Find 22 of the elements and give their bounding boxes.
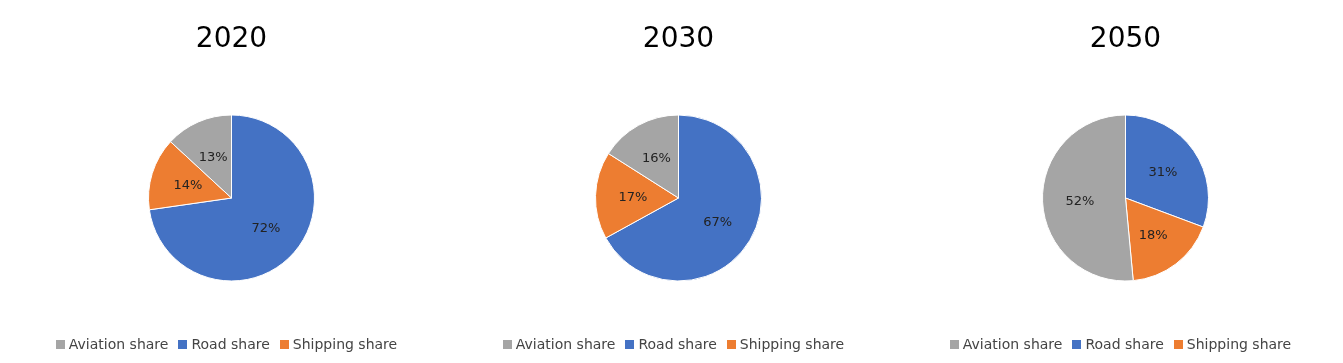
legend-label: Road share [1085, 336, 1164, 352]
data-label: 17% [618, 189, 648, 205]
data-label: 31% [1148, 164, 1178, 180]
legend-label: Shipping share [739, 336, 845, 352]
legend-label: Road share [191, 336, 270, 352]
data-label: 18% [1138, 226, 1168, 242]
legend-label: Aviation share [515, 336, 616, 352]
data-label: 16% [642, 150, 671, 166]
legend-label: Shipping share [292, 336, 398, 352]
legend-label: Aviation share [962, 336, 1063, 352]
chart-title: 2030 [641, 20, 716, 56]
legend-label: Road share [638, 336, 717, 352]
legend-label: Shipping share [1186, 336, 1292, 352]
chart-title: 2020 [194, 20, 269, 56]
pie-slice [148, 114, 315, 282]
chart-title: 2050 [1088, 20, 1163, 56]
legend-label: Aviation share [68, 336, 169, 352]
data-label: 67% [703, 213, 733, 229]
data-label: 14% [173, 176, 203, 192]
data-label: 52% [1065, 192, 1095, 208]
data-label: 13% [198, 148, 228, 164]
data-label: 72% [251, 220, 281, 236]
